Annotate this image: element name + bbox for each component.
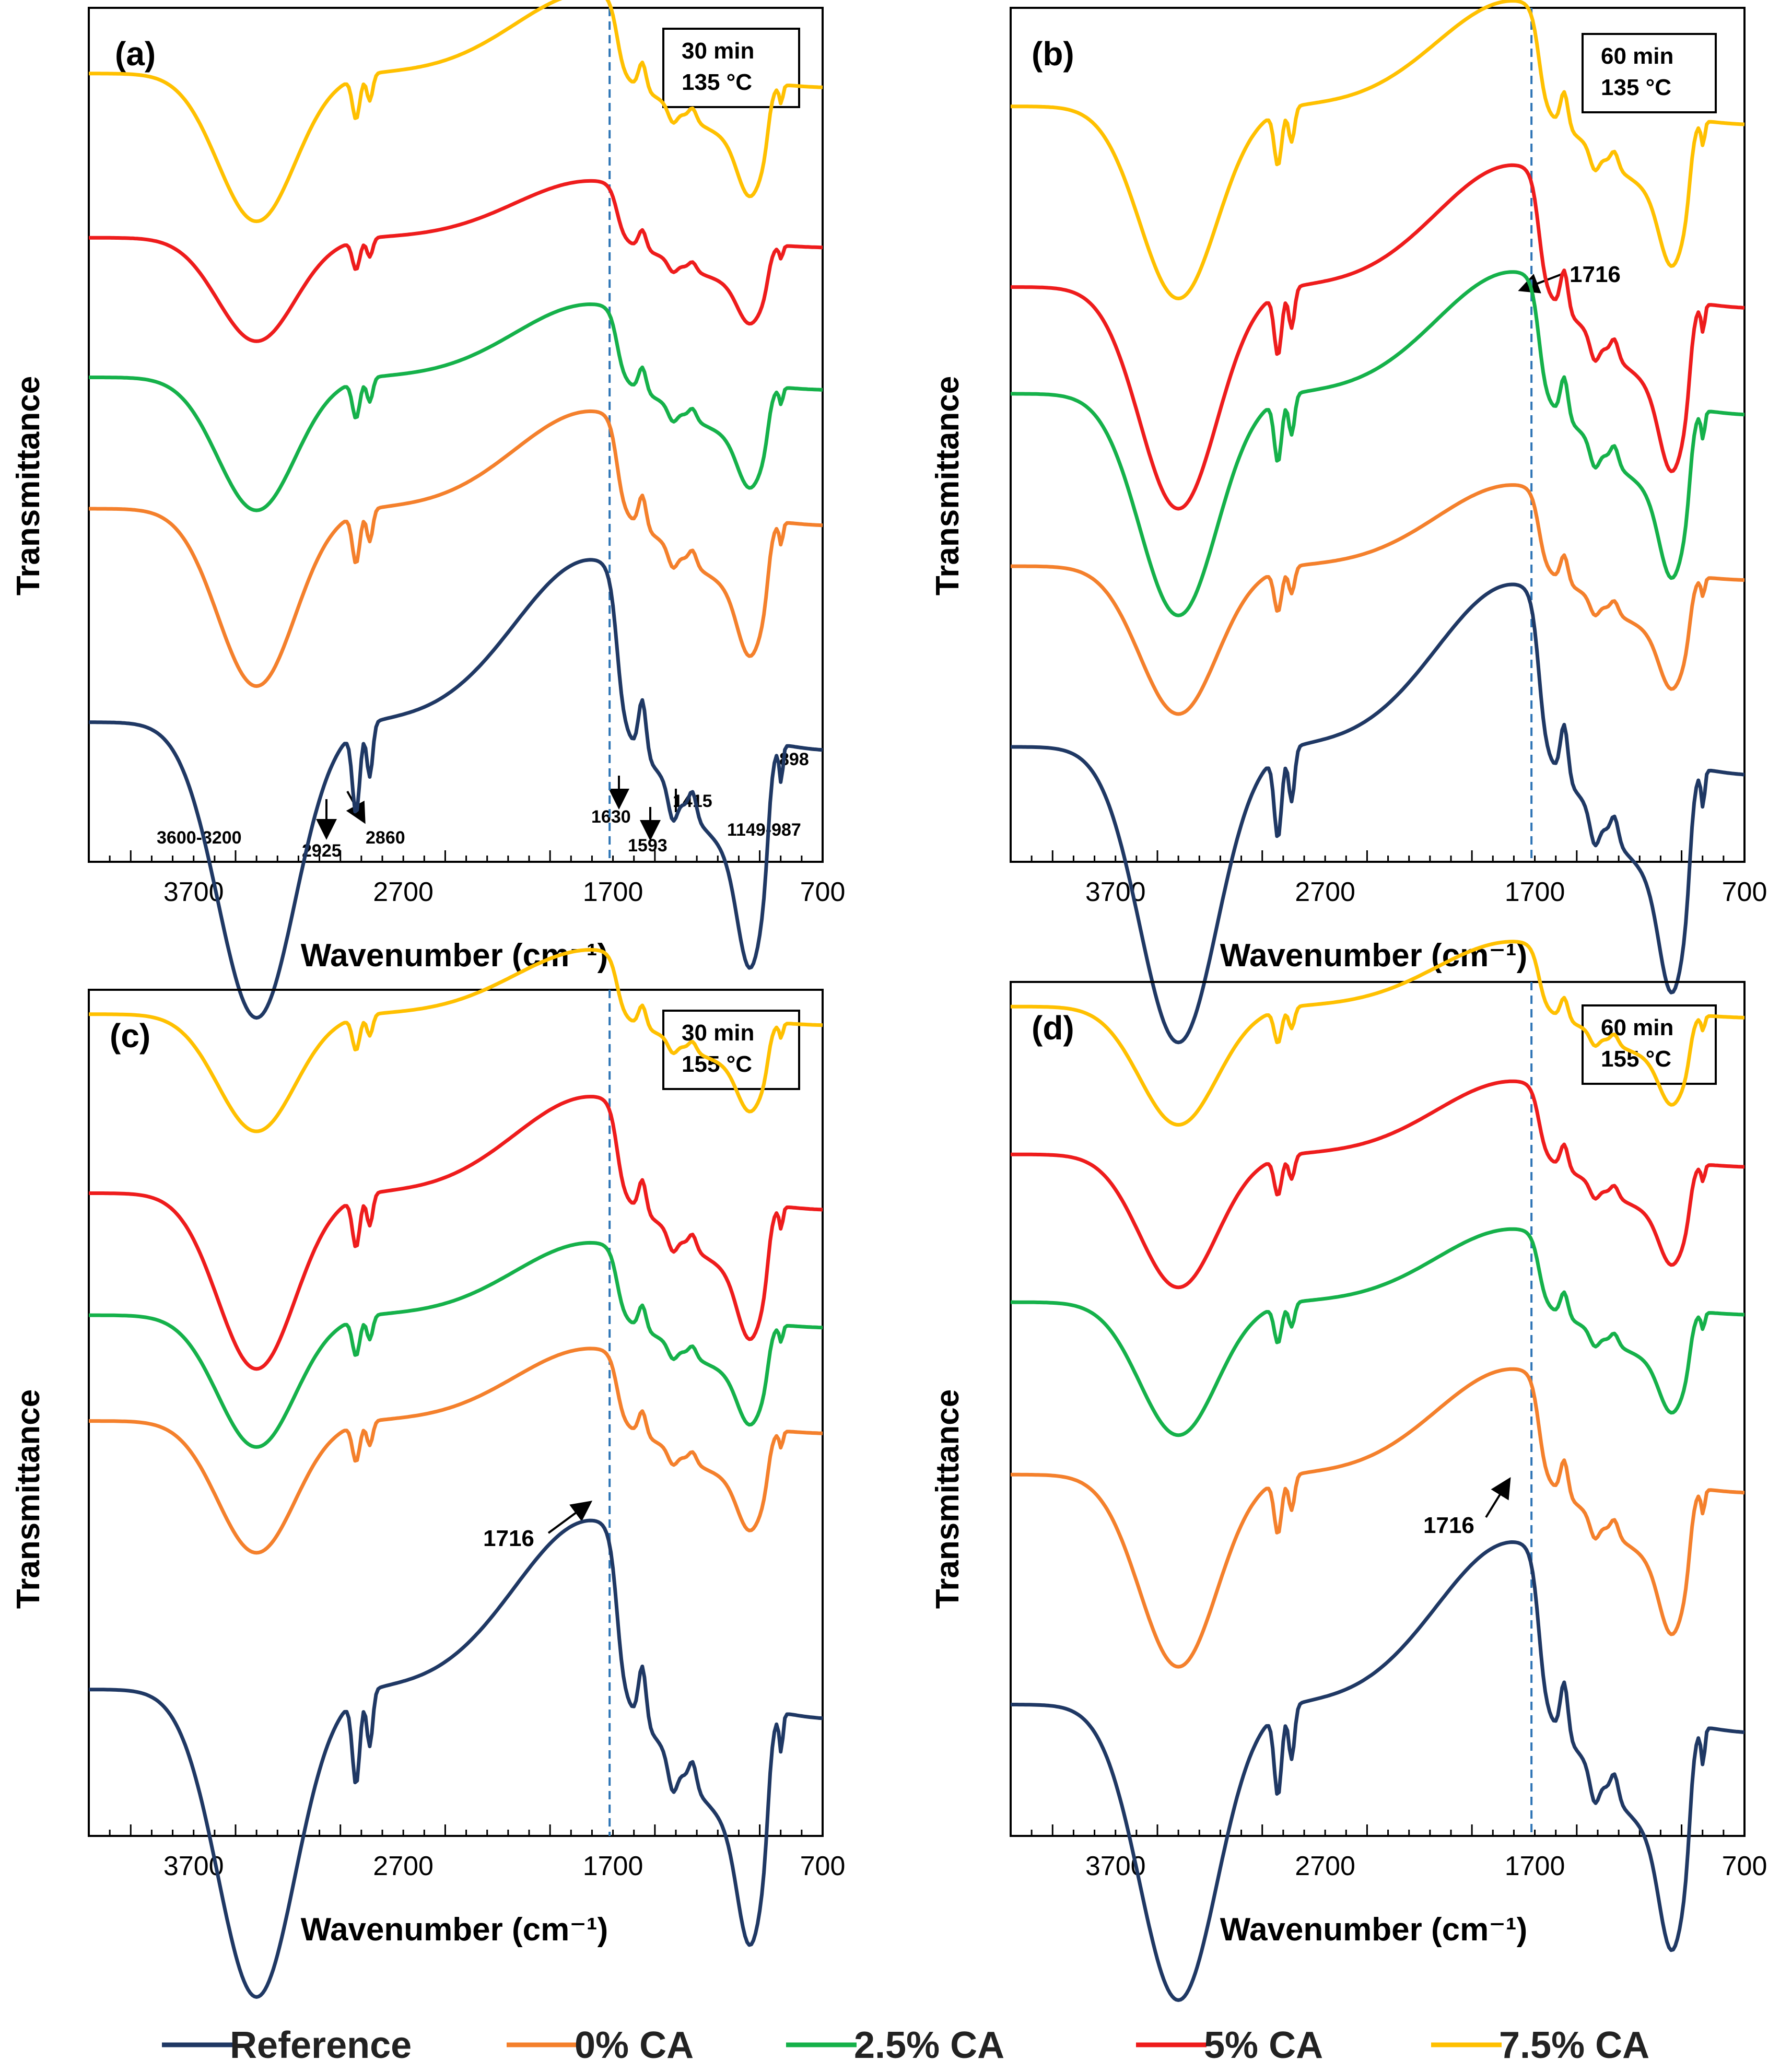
panel-d: 3700 2700 1700 700	[1010, 940, 1767, 2002]
x-tick-label-700: 700	[800, 877, 846, 907]
series-7-5-ca	[88, 948, 823, 1133]
condition-temp-a: 135 °C	[682, 69, 752, 95]
series-5-ca	[88, 1095, 823, 1371]
x-tick-label-700: 700	[1722, 877, 1767, 907]
x-tick-label-1700: 1700	[1505, 877, 1565, 907]
series-5-ca	[89, 179, 823, 343]
series-reference	[1011, 1540, 1745, 2002]
series-7-5-ca	[1011, 940, 1745, 1127]
legend-label-5-ca: 5% CA	[1204, 2024, 1323, 2066]
annotation-1593: 1593	[628, 836, 668, 856]
y-axis-title-a: Transmittance	[10, 376, 46, 595]
legend-label-0-ca: 0% CA	[575, 2024, 694, 2066]
series-7-5-ca	[89, 0, 823, 224]
x-tick-label-2700: 2700	[1295, 1851, 1355, 1881]
x-tick-label-700: 700	[800, 1851, 846, 1881]
x-tick-label-3700: 3700	[1085, 877, 1146, 907]
annotations-a: 3600-3200 2925 2860 1630 1593 1415 1149-…	[157, 750, 809, 861]
arrow-1716-c	[547, 1501, 593, 1534]
x-tick-label-2700: 2700	[1295, 877, 1355, 907]
panel-label-c: (c)	[110, 1017, 150, 1055]
annotation-1716-b: 1716	[1570, 262, 1621, 287]
legend-label-reference: Reference	[230, 2024, 412, 2066]
plot-frame	[1010, 7, 1746, 863]
x-tick-label-700: 700	[1722, 1851, 1767, 1881]
panel-a: 3700 2700 1700 700	[88, 0, 846, 1020]
x-tick-label-2700: 2700	[373, 877, 434, 907]
annotation-3600-3200: 3600-3200	[157, 828, 242, 848]
series-2-5-ca	[89, 1240, 823, 1449]
condition-time-a: 30 min	[682, 38, 754, 64]
panel-label-a: (a)	[115, 35, 156, 73]
series-2-5-ca	[1011, 270, 1745, 617]
plot-frame	[88, 7, 824, 863]
series-0-ca	[89, 409, 823, 688]
x-axis-title-b: Wavenumber (cm⁻¹)	[1220, 938, 1528, 974]
annotation-1630: 1630	[591, 807, 631, 827]
panel-c: 3700 2700 1700 700	[88, 948, 846, 1999]
condition-box-b	[1582, 33, 1717, 113]
panel-b: 3700 2700 1700 700	[1010, 0, 1767, 1045]
x-tick-label-1700: 1700	[583, 877, 643, 907]
panel-label-d: (d)	[1032, 1009, 1074, 1047]
y-axis-title-c: Transmittance	[10, 1389, 46, 1609]
annotation-1716-c: 1716	[483, 1526, 534, 1551]
series-reference	[1010, 582, 1745, 1045]
x-axis-title-d: Wavenumber (cm⁻¹)	[1220, 1912, 1528, 1948]
series-0-ca	[89, 1347, 823, 1555]
legend-label-7-5-ca: 7.5% CA	[1499, 2024, 1649, 2066]
series-reference	[89, 1518, 823, 1999]
condition-temp-d: 155 °C	[1601, 1046, 1671, 1072]
panel-label-b: (b)	[1032, 35, 1074, 73]
annotation-1149-987: 1149-987	[727, 820, 801, 840]
x-tick-label-1700: 1700	[583, 1851, 643, 1881]
condition-box-a	[662, 28, 800, 108]
condition-box-d	[1582, 1004, 1717, 1085]
x-tick-label-2700: 2700	[373, 1851, 434, 1881]
series-reference	[89, 558, 823, 1020]
series-5-ca	[1011, 1079, 1745, 1290]
legend: Reference 0% CA 2.5% CA 5% CA 7.5% CA	[162, 2024, 1649, 2066]
series-0-ca	[1011, 1367, 1745, 1669]
series-2-5-ca	[89, 302, 823, 512]
annotation-1716-d: 1716	[1423, 1513, 1474, 1538]
series-0-ca	[1011, 483, 1745, 716]
x-axis-title-c: Wavenumber (cm⁻¹)	[301, 1912, 608, 1948]
legend-label-2-5-ca: 2.5% CA	[854, 2024, 1004, 2066]
y-axis-title-b: Transmittance	[930, 376, 966, 595]
plot-frame	[88, 989, 824, 1837]
arrow-1716-d	[1485, 1477, 1511, 1518]
condition-time-b: 60 min	[1601, 43, 1673, 69]
x-tick-label-1700: 1700	[1505, 1851, 1565, 1881]
annotation-2860: 2860	[366, 828, 405, 848]
condition-temp-b: 135 °C	[1601, 75, 1671, 100]
series-7-5-ca	[1011, 0, 1745, 300]
plot-frame	[1010, 981, 1746, 1837]
series-2-5-ca	[1011, 1227, 1745, 1437]
y-axis-title-d: Transmittance	[930, 1389, 966, 1609]
series-5-ca	[1011, 163, 1745, 511]
